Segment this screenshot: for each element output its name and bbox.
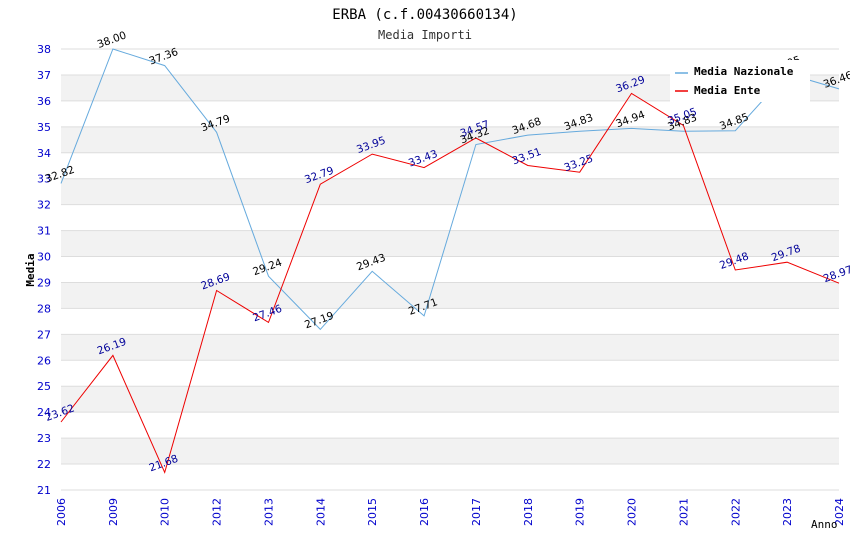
series-line-0 (60, 48, 840, 331)
x-tick-label: 2022 (729, 498, 742, 526)
x-axis-title: Anno (811, 518, 838, 531)
x-tick-label: 2009 (107, 498, 120, 526)
y-tick-label: 28 (37, 302, 51, 315)
y-tick-label: 29 (37, 276, 51, 289)
x-tick-label: 2010 (159, 498, 172, 526)
y-tick-label: 22 (37, 458, 51, 471)
y-tick-label: 36 (37, 95, 51, 108)
y-tick-label: 33 (37, 173, 51, 186)
series-lines (60, 48, 840, 474)
data-label: 33.25 (562, 153, 594, 175)
y-axis-title: Media (24, 253, 37, 286)
x-tick-label: 2015 (366, 498, 379, 526)
grid-band (61, 438, 839, 465)
x-tick-label: 2021 (677, 498, 690, 526)
legend-box (670, 60, 810, 102)
y-tick-label: 35 (37, 121, 51, 134)
x-tick-label: 2006 (55, 498, 68, 526)
y-tick-label: 34 (37, 147, 51, 160)
legend-label-nazionale: Media Nazionale (694, 65, 794, 78)
y-tick-label: 23 (37, 432, 51, 445)
grid-band (61, 178, 839, 205)
x-tick-label: 2014 (314, 498, 327, 526)
grid-band (61, 230, 839, 257)
y-tick-label: 27 (37, 328, 51, 341)
y-tick-label: 37 (37, 69, 51, 82)
data-label: 38.00 (96, 29, 128, 51)
x-tick-label: 2017 (470, 498, 483, 526)
x-tick-label: 2018 (522, 498, 535, 526)
x-tick-label: 2019 (574, 498, 587, 526)
y-axis-ticks: 21 22 23 24 25 26 27 28 29 30 31 32 33 34 35 36 37 38 (37, 43, 51, 497)
grid-band (61, 386, 839, 413)
legend-label-ente: Media Ente (694, 84, 761, 97)
y-tick-label: 32 (37, 199, 51, 212)
x-tick-label: 2012 (211, 498, 224, 526)
legend: Media Nazionale Media Ente (670, 60, 810, 102)
series-line-1 (60, 92, 840, 474)
y-tick-label: 25 (37, 380, 51, 393)
x-tick-label: 2023 (781, 498, 794, 526)
x-tick-label: 2013 (262, 498, 275, 526)
grid-bands (61, 74, 839, 465)
chart-title: ERBA (c.f.00430660134) (332, 7, 517, 23)
x-tick-label: 2024 (833, 498, 846, 526)
x-axis-ticks: 2006 2009 2010 2012 2013 2014 2015 2016 2017 2018… (55, 498, 846, 526)
y-tick-label: 21 (37, 484, 51, 497)
y-tick-label: 26 (37, 354, 51, 367)
y-tick-label: 31 (37, 225, 51, 238)
y-tick-label: 30 (37, 251, 51, 264)
y-tick-label: 24 (37, 406, 51, 419)
x-tick-label: 2020 (626, 498, 639, 526)
y-tick-label: 38 (37, 43, 51, 56)
grid-band (61, 334, 839, 361)
grid-band (61, 282, 839, 309)
x-tick-label: 2016 (418, 498, 431, 526)
chart-subtitle: Media Importi (378, 28, 472, 42)
